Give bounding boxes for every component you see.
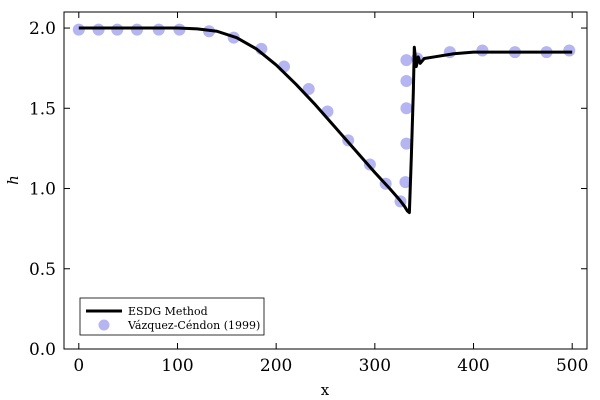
x-tick-label: 300 <box>359 356 391 376</box>
scatter-point <box>111 23 124 36</box>
scatter-point <box>563 44 576 57</box>
scatter-point <box>399 176 412 189</box>
legend: ESDG Method Vázquez-Céndon (1999) <box>79 297 265 336</box>
scatter-point <box>152 23 165 36</box>
x-tick-label: 400 <box>457 356 489 376</box>
y-tick-label: 2.0 <box>29 19 56 39</box>
series-esdg-line <box>78 26 573 215</box>
axes: 0 100 200 300 400 500 0.0 0.5 1.0 1.5 2.0 <box>29 11 588 376</box>
y-tick-label: 0.5 <box>29 260 56 280</box>
x-tick-label: 500 <box>556 356 588 376</box>
scatter-point <box>400 102 413 115</box>
y-axis-label: h <box>4 175 22 185</box>
scatter-point <box>400 75 413 87</box>
y-tick-label: 1.5 <box>29 99 56 119</box>
legend-label-esdg: ESDG Method <box>128 305 208 318</box>
x-tick-label: 200 <box>260 356 292 376</box>
axes-frame <box>63 11 588 350</box>
scatter-point <box>131 23 144 36</box>
scatter-point <box>400 54 413 67</box>
y-tick-label: 0.0 <box>29 340 56 360</box>
y-tick-label: 1.0 <box>29 180 56 200</box>
legend-label-vazquez: Vázquez-Céndon (1999) <box>127 319 260 332</box>
legend-box <box>79 297 265 336</box>
scatter-point <box>302 83 315 96</box>
x-axis-label: x <box>321 381 330 399</box>
scatter-point <box>72 23 85 36</box>
plot-area <box>72 23 576 215</box>
x-tick-label: 100 <box>161 356 193 376</box>
scatter-point <box>400 137 413 150</box>
x-tick-label: 0 <box>73 356 84 376</box>
scatter-point <box>476 44 489 57</box>
legend-marker-swatch <box>98 319 110 331</box>
scatter-point <box>92 23 105 36</box>
